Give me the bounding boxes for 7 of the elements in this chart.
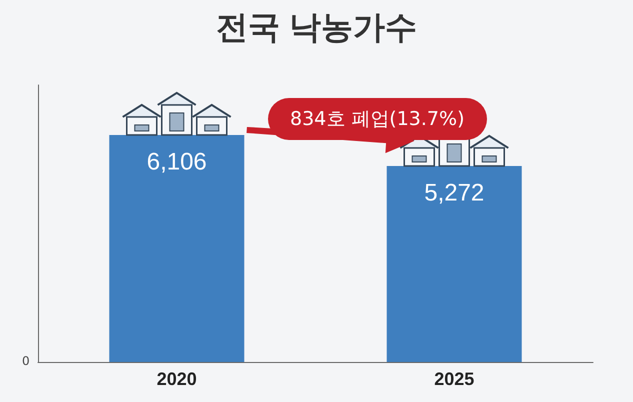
x-tick-label: 2025: [434, 369, 474, 389]
text: 834호 폐업(13.7%): [268, 98, 486, 140]
data-label: 5,272: [424, 179, 484, 206]
text: 0: [22, 354, 30, 368]
x-tick-label: 2020: [156, 369, 197, 389]
data-label: 6,106: [146, 148, 207, 176]
chart-title: 전국 낙농가수: [216, 9, 417, 45]
